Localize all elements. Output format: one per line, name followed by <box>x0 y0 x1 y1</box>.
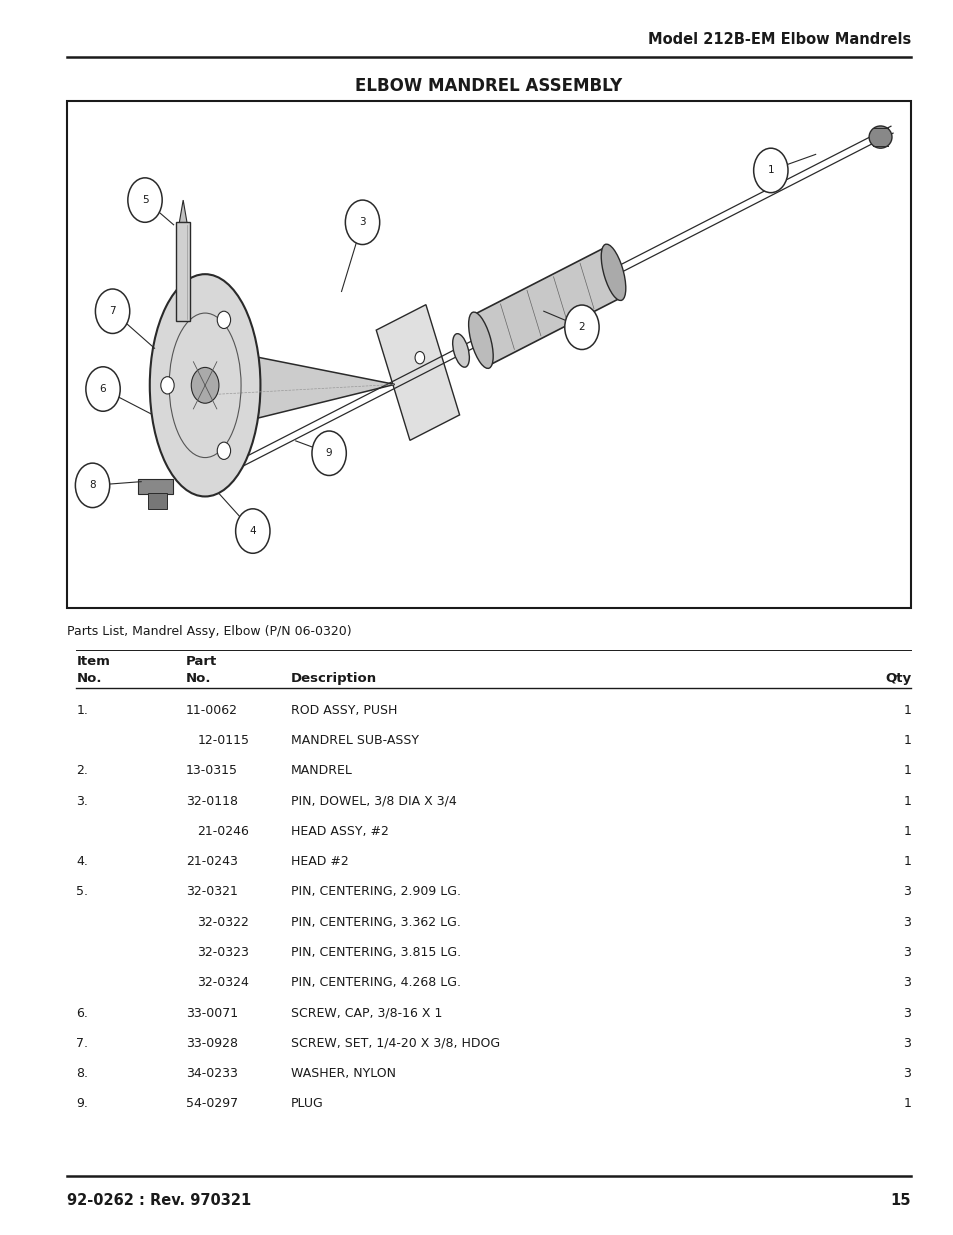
Text: MANDREL: MANDREL <box>291 764 353 778</box>
Text: Part: Part <box>186 655 217 668</box>
Text: 4.: 4. <box>76 855 88 868</box>
Ellipse shape <box>453 333 469 367</box>
Polygon shape <box>179 200 187 222</box>
Text: 32-0322: 32-0322 <box>197 916 249 929</box>
Text: 1.: 1. <box>76 704 88 718</box>
Text: 21-0243: 21-0243 <box>186 855 237 868</box>
Circle shape <box>217 442 231 459</box>
Circle shape <box>235 509 270 553</box>
Ellipse shape <box>868 126 891 148</box>
Text: 8: 8 <box>90 480 95 490</box>
Text: 5.: 5. <box>76 885 89 899</box>
Text: 2.: 2. <box>76 764 88 778</box>
Text: 1: 1 <box>902 855 910 868</box>
Circle shape <box>345 200 379 245</box>
Text: SCREW, CAP, 3/8-16 X 1: SCREW, CAP, 3/8-16 X 1 <box>291 1007 442 1020</box>
Text: 33-0071: 33-0071 <box>186 1007 238 1020</box>
Polygon shape <box>375 305 459 441</box>
Text: 1: 1 <box>902 704 910 718</box>
Text: SCREW, SET, 1/4-20 X 3/8, HDOG: SCREW, SET, 1/4-20 X 3/8, HDOG <box>291 1037 499 1050</box>
Text: 1: 1 <box>902 825 910 839</box>
Text: 8.: 8. <box>76 1067 89 1081</box>
Polygon shape <box>473 247 620 366</box>
Text: 3: 3 <box>902 946 910 960</box>
Text: 32-0324: 32-0324 <box>197 976 249 989</box>
Circle shape <box>217 311 231 329</box>
Ellipse shape <box>600 245 625 300</box>
Text: Item: Item <box>76 655 111 668</box>
Text: 3: 3 <box>902 1037 910 1050</box>
Text: PIN, CENTERING, 3.362 LG.: PIN, CENTERING, 3.362 LG. <box>291 916 460 929</box>
Circle shape <box>75 463 110 508</box>
Text: 33-0928: 33-0928 <box>186 1037 238 1050</box>
Text: Description: Description <box>291 672 376 685</box>
Bar <box>148 493 167 509</box>
Text: 7: 7 <box>110 306 115 316</box>
Polygon shape <box>200 346 395 432</box>
Text: ELBOW MANDREL ASSEMBLY: ELBOW MANDREL ASSEMBLY <box>355 77 621 95</box>
Text: 15: 15 <box>890 1193 910 1208</box>
Circle shape <box>161 377 174 394</box>
Text: 9: 9 <box>326 448 332 458</box>
Text: 3: 3 <box>902 885 910 899</box>
Text: 21-0246: 21-0246 <box>197 825 249 839</box>
Text: WASHER, NYLON: WASHER, NYLON <box>291 1067 395 1081</box>
Text: 92-0262 : Rev. 970321: 92-0262 : Rev. 970321 <box>67 1193 251 1208</box>
Text: 34-0233: 34-0233 <box>186 1067 237 1081</box>
Circle shape <box>95 289 130 333</box>
Text: ROD ASSY, PUSH: ROD ASSY, PUSH <box>291 704 397 718</box>
Text: 9.: 9. <box>76 1098 88 1110</box>
Text: 3: 3 <box>902 916 910 929</box>
Text: 6.: 6. <box>76 1007 88 1020</box>
Text: PIN, DOWEL, 3/8 DIA X 3/4: PIN, DOWEL, 3/8 DIA X 3/4 <box>291 795 456 808</box>
Ellipse shape <box>150 274 260 496</box>
Text: 4: 4 <box>250 526 255 536</box>
Text: 1: 1 <box>902 1098 910 1110</box>
Text: 32-0323: 32-0323 <box>197 946 249 960</box>
Bar <box>138 479 172 494</box>
Text: No.: No. <box>76 672 102 685</box>
Text: 54-0297: 54-0297 <box>186 1098 238 1110</box>
Text: 1: 1 <box>767 165 773 175</box>
Text: MANDREL SUB-ASSY: MANDREL SUB-ASSY <box>291 734 418 747</box>
Text: 3.: 3. <box>76 795 88 808</box>
Circle shape <box>86 367 120 411</box>
Text: PIN, CENTERING, 3.815 LG.: PIN, CENTERING, 3.815 LG. <box>291 946 460 960</box>
Text: No.: No. <box>186 672 212 685</box>
Circle shape <box>415 352 424 364</box>
Text: 3: 3 <box>902 1067 910 1081</box>
Text: Model 212B-EM Elbow Mandrels: Model 212B-EM Elbow Mandrels <box>647 32 910 47</box>
Bar <box>67 101 910 608</box>
Text: HEAD #2: HEAD #2 <box>291 855 349 868</box>
Text: HEAD ASSY, #2: HEAD ASSY, #2 <box>291 825 389 839</box>
Text: 11-0062: 11-0062 <box>186 704 238 718</box>
Ellipse shape <box>468 312 493 368</box>
Text: 32-0118: 32-0118 <box>186 795 238 808</box>
Circle shape <box>564 305 598 350</box>
Circle shape <box>191 368 218 404</box>
Text: 13-0315: 13-0315 <box>186 764 238 778</box>
Text: Parts List, Mandrel Assy, Elbow (P/N 06-0320): Parts List, Mandrel Assy, Elbow (P/N 06-… <box>67 625 351 638</box>
Text: PLUG: PLUG <box>291 1098 323 1110</box>
Circle shape <box>128 178 162 222</box>
Text: PIN, CENTERING, 4.268 LG.: PIN, CENTERING, 4.268 LG. <box>291 976 460 989</box>
Text: 3: 3 <box>902 1007 910 1020</box>
Text: 6: 6 <box>100 384 106 394</box>
Text: 5: 5 <box>142 195 148 205</box>
Text: 3: 3 <box>902 976 910 989</box>
Circle shape <box>312 431 346 475</box>
Text: 3: 3 <box>359 217 365 227</box>
Text: PIN, CENTERING, 2.909 LG.: PIN, CENTERING, 2.909 LG. <box>291 885 460 899</box>
Circle shape <box>753 148 787 193</box>
Text: 12-0115: 12-0115 <box>197 734 250 747</box>
Text: 32-0321: 32-0321 <box>186 885 237 899</box>
Text: 2: 2 <box>578 322 584 332</box>
Text: 1: 1 <box>902 764 910 778</box>
Bar <box>176 222 190 321</box>
Text: 1: 1 <box>902 734 910 747</box>
Text: Qty: Qty <box>884 672 910 685</box>
Text: 1: 1 <box>902 795 910 808</box>
Text: 7.: 7. <box>76 1037 89 1050</box>
